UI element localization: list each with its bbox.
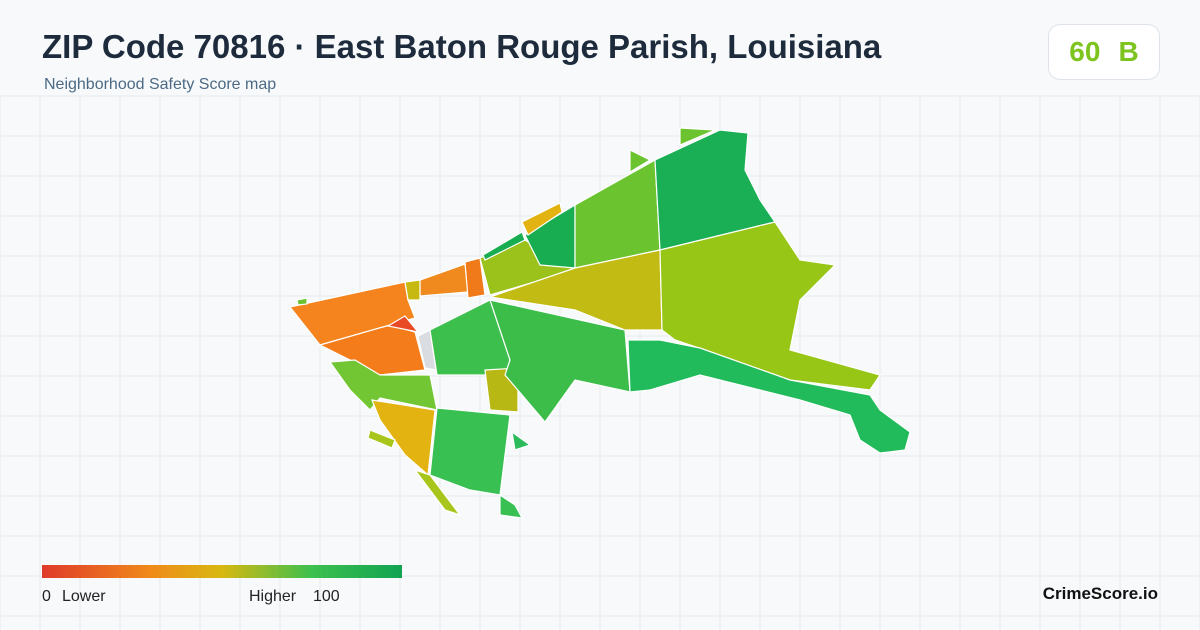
area — [679, 127, 716, 146]
area — [404, 279, 421, 301]
area — [419, 263, 469, 297]
legend-max-label: Higher — [249, 588, 297, 605]
subtitle: Neighborhood Safety Score map — [44, 76, 277, 93]
neighborhoods — [288, 127, 911, 519]
legend-max: 100 — [313, 588, 340, 605]
score-grade: B — [1118, 36, 1139, 67]
title: ZIP Code 70816 · East Baton Rouge Parish… — [42, 28, 882, 65]
area — [489, 299, 631, 423]
score-value: 60 — [1069, 36, 1101, 67]
area — [386, 315, 420, 333]
area — [482, 231, 526, 261]
area — [659, 221, 881, 391]
area — [413, 468, 462, 517]
area — [371, 399, 436, 477]
area — [296, 297, 308, 306]
legend-min: 0 — [42, 588, 51, 605]
area — [629, 149, 652, 174]
legend-min-label: Lower — [62, 588, 106, 605]
area — [367, 429, 396, 449]
area — [627, 339, 911, 454]
score-badge: 60 B — [1048, 24, 1160, 80]
legend-gradient — [42, 565, 402, 578]
area — [429, 407, 511, 496]
brand: CrimeScore.io — [1042, 584, 1158, 603]
area — [464, 257, 486, 299]
area — [499, 493, 524, 519]
area — [521, 202, 563, 236]
area — [511, 430, 532, 451]
